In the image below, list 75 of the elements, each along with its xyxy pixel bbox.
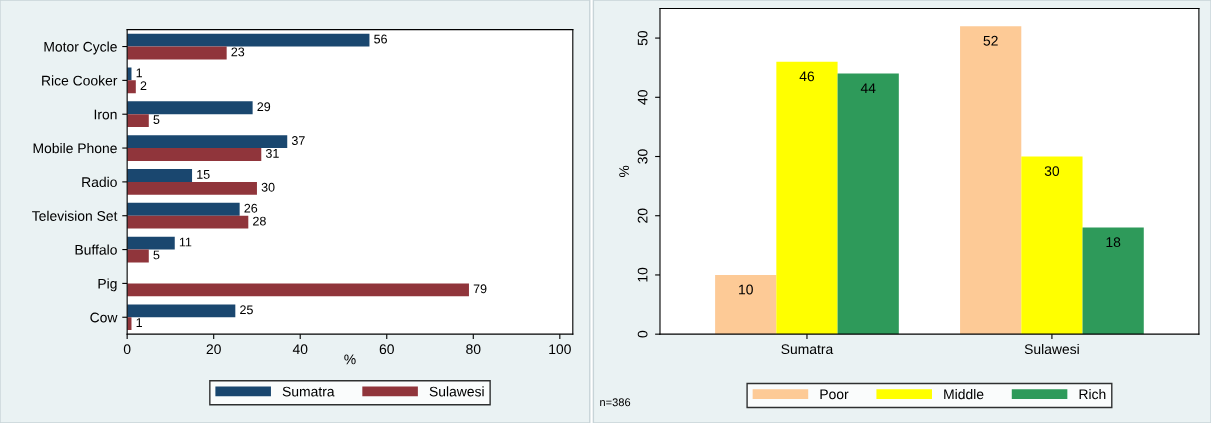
y-tick-label: Iron xyxy=(94,109,117,120)
x-tick-label: 80 xyxy=(466,344,481,355)
data-label: 15 xyxy=(197,170,210,179)
bar xyxy=(127,236,175,250)
x-axis-title: % xyxy=(344,354,356,365)
legend-label: Poor xyxy=(820,389,849,400)
bar xyxy=(960,26,1022,335)
legend-label: Sumatra xyxy=(282,386,335,397)
y-tick-label: Mobile Phone xyxy=(33,143,117,154)
y-tick-label: 20 xyxy=(637,208,648,223)
y-tick-label: Motor Cycle xyxy=(44,41,117,55)
bar xyxy=(127,80,136,94)
y-tick-label: Cow xyxy=(90,312,118,323)
y-tick-label: 40 xyxy=(637,90,648,105)
y-tick-label: Pig xyxy=(98,278,117,292)
data-label: 30 xyxy=(261,182,275,192)
bar xyxy=(127,135,288,149)
y-tick-label: 30 xyxy=(637,149,648,164)
x-tick-label: Sumatra xyxy=(781,344,834,355)
bar xyxy=(127,249,149,263)
bar xyxy=(127,114,149,128)
data-label: 30 xyxy=(1044,166,1060,176)
data-label: 52 xyxy=(983,35,998,46)
data-label: 79 xyxy=(473,284,487,294)
y-tick-label: Buffalo xyxy=(75,244,117,255)
data-label: 11 xyxy=(179,237,192,247)
data-label: 26 xyxy=(244,203,258,213)
data-label: 25 xyxy=(240,305,253,315)
y-axis-title: % xyxy=(619,165,629,177)
bar xyxy=(837,73,899,335)
bar xyxy=(127,169,193,182)
x-tick-label: 60 xyxy=(379,344,394,355)
bar xyxy=(776,61,838,335)
bar xyxy=(127,304,236,318)
x-tick-label: 0 xyxy=(123,344,131,355)
bar xyxy=(1021,156,1083,335)
bar xyxy=(127,33,370,47)
data-label: 44 xyxy=(860,83,876,93)
legend-label: Rich xyxy=(1079,389,1106,400)
data-label: 5 xyxy=(153,115,160,124)
data-label: 1 xyxy=(136,318,142,327)
data-label: 31 xyxy=(265,148,279,158)
bar xyxy=(715,274,777,335)
bar xyxy=(127,215,249,229)
legend-label: Middle xyxy=(944,389,984,400)
data-label: 1 xyxy=(136,68,142,78)
y-tick-label: 50 xyxy=(637,30,648,46)
y-tick-label: 0 xyxy=(637,330,648,338)
x-tick-label: Sulawesi xyxy=(1024,343,1079,355)
bar xyxy=(1082,227,1144,335)
x-tick-label: 40 xyxy=(292,344,308,355)
bar xyxy=(127,202,240,216)
data-label: 28 xyxy=(253,216,266,226)
bar xyxy=(127,101,253,115)
data-label: 56 xyxy=(374,34,387,44)
x-tick-label: 100 xyxy=(549,344,571,355)
bar xyxy=(127,46,227,60)
data-label: 46 xyxy=(799,71,815,82)
data-label: 18 xyxy=(1106,237,1121,248)
data-label: 2 xyxy=(140,81,147,91)
y-tick-label: Radio xyxy=(82,176,117,188)
x-tick-label: 20 xyxy=(206,344,221,355)
legend-label: Sulawesi xyxy=(429,386,484,397)
y-tick-label: Rice Cooker xyxy=(42,75,118,86)
data-label: 10 xyxy=(739,284,753,295)
y-tick-label: 10 xyxy=(637,267,648,282)
data-label: 5 xyxy=(153,250,160,260)
data-label: 23 xyxy=(231,47,245,57)
data-label: 37 xyxy=(291,136,305,145)
data-label: 29 xyxy=(257,102,271,112)
bar xyxy=(127,283,469,297)
bar xyxy=(127,148,262,161)
text: n=386 xyxy=(600,398,631,407)
bar xyxy=(127,181,257,195)
y-tick-label: Television Set xyxy=(32,210,118,221)
